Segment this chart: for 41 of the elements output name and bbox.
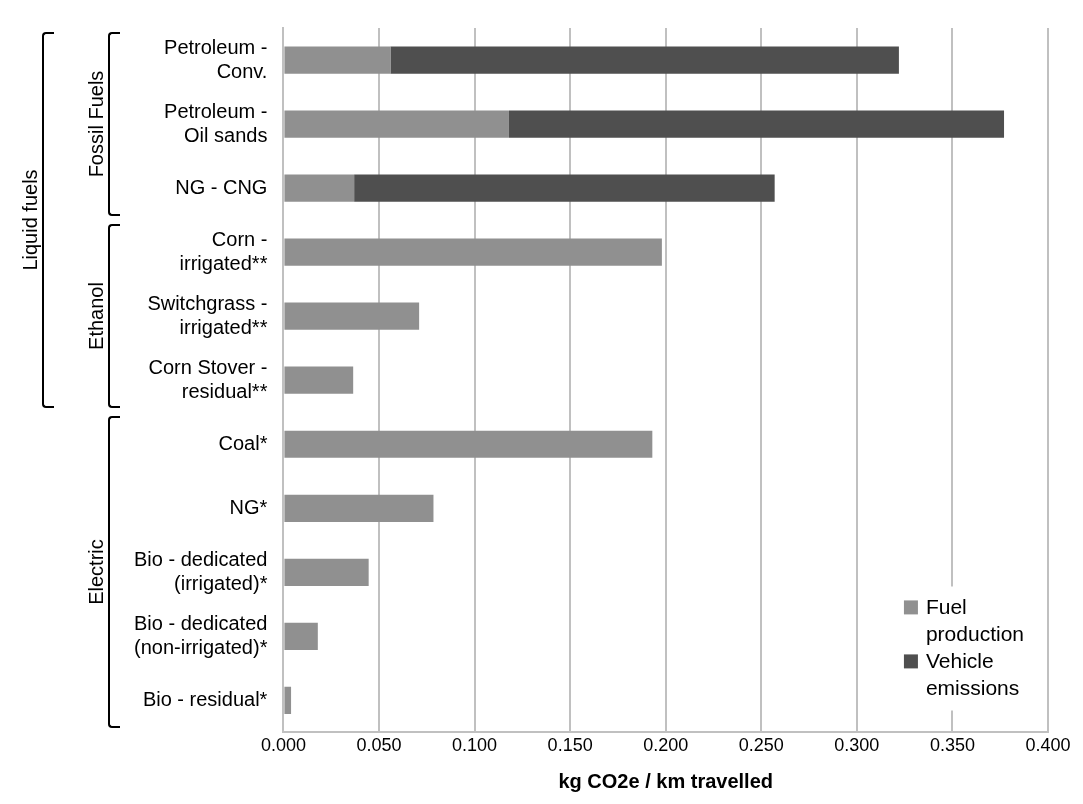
text: Electric xyxy=(84,539,108,606)
y-tick-label: NG* xyxy=(229,495,268,518)
y-tick-label: Petroleum - Conv. xyxy=(164,35,268,82)
y-tick-label: Switchgrass - irrigated** xyxy=(147,291,268,338)
bar xyxy=(508,110,1005,138)
bar xyxy=(284,46,391,74)
y-tick-label: Corn Stover - residual** xyxy=(148,355,268,402)
bar xyxy=(284,110,509,138)
y-tick-label: Bio - dedicated (irrigated)* xyxy=(134,547,268,594)
y-tick-label: Corn - irrigated** xyxy=(179,227,268,274)
y-tick-label: Bio - dedicated (non-irrigated)* xyxy=(134,611,268,658)
x-tick-label: 0.350 xyxy=(929,735,975,756)
bar xyxy=(284,174,355,202)
legend-label: Fuel production xyxy=(925,594,1025,645)
bar xyxy=(284,430,653,458)
bar xyxy=(284,686,292,714)
bar xyxy=(284,238,662,266)
text: Ethanol xyxy=(84,282,108,351)
bar xyxy=(284,558,369,586)
x-tick-label: 0.000 xyxy=(260,735,306,756)
bar xyxy=(354,174,775,202)
bar xyxy=(284,366,354,394)
text: Fossil Fuels xyxy=(84,70,108,178)
x-tick-label: 0.150 xyxy=(547,735,593,756)
bar xyxy=(284,494,434,522)
x-tick-label: 0.200 xyxy=(643,735,689,756)
y-tick-label: Petroleum - Oil sands xyxy=(164,99,268,146)
y-tick-label: Bio - residual* xyxy=(142,687,268,710)
y-tick-label: NG - CNG xyxy=(175,175,268,198)
bar xyxy=(284,622,318,650)
x-axis-title: kg CO2e / km travelled xyxy=(558,769,773,792)
x-tick-label: 0.100 xyxy=(452,735,498,756)
bar xyxy=(284,302,420,330)
x-tick-label: 0.050 xyxy=(356,735,402,756)
x-tick-label: 0.250 xyxy=(738,735,784,756)
bar xyxy=(390,46,899,74)
y-tick-label: Coal* xyxy=(218,431,268,454)
legend-label: Vehicle emissions xyxy=(925,648,1020,699)
x-tick-label: 0.400 xyxy=(1025,735,1071,756)
x-tick-label: 0.300 xyxy=(834,735,880,756)
text: Liquid fuels xyxy=(18,169,42,271)
